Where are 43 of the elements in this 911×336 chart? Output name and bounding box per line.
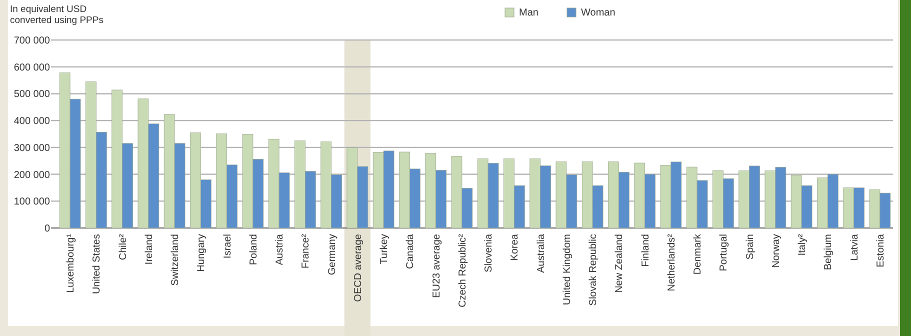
x-tick-label: Czech Republic² bbox=[457, 233, 468, 308]
x-tick-label: Netherlands² bbox=[666, 233, 678, 292]
x-tick-label: Slovenia bbox=[484, 234, 495, 272]
x-tick-label: New Zealand bbox=[614, 234, 626, 293]
y-tick-label: 700 000 bbox=[14, 36, 50, 46]
y-tick-label: 200 000 bbox=[14, 170, 50, 181]
x-tick-label: Korea bbox=[510, 234, 521, 261]
x-tick-label: Portugal bbox=[718, 234, 730, 272]
x-tick-label: France² bbox=[300, 233, 312, 268]
x-tick-label: Spain bbox=[744, 234, 756, 260]
x-tick-label: Australia bbox=[536, 234, 547, 273]
x-tick-label: Norway bbox=[770, 234, 782, 268]
x-tick-label: Austria bbox=[274, 234, 286, 266]
y-tick-label: 300 000 bbox=[14, 142, 50, 154]
x-tick-label: Poland bbox=[248, 234, 260, 266]
legend-label: Woman bbox=[581, 8, 616, 18]
x-tick-label: Estonia bbox=[875, 234, 886, 268]
y-tick-label: 400 000 bbox=[14, 116, 50, 128]
x-tick-label: Turkey bbox=[379, 234, 390, 264]
x-tick-label: Denmark bbox=[692, 233, 704, 275]
y-tick-label: 100 000 bbox=[14, 196, 50, 208]
x-tick-label: United States bbox=[92, 234, 103, 294]
x-tick-label: Italy² bbox=[797, 233, 808, 256]
y-tick-label: 600 000 bbox=[14, 62, 50, 74]
y-tick-label: 500 000 bbox=[14, 89, 50, 100]
x-tick-label: Canada bbox=[405, 234, 416, 270]
x-tick-label: EU23 average bbox=[431, 234, 442, 298]
x-tick-label: Latvia bbox=[849, 234, 860, 261]
x-tick-label: Finland bbox=[640, 234, 652, 267]
x-tick-label: Slovak Republic bbox=[588, 234, 600, 306]
x-tick-label: OECD average bbox=[352, 234, 364, 302]
x-tick-label: Switzerland bbox=[170, 234, 182, 286]
x-tick-label: Israel bbox=[222, 234, 234, 258]
x-tick-label: Hungary bbox=[196, 234, 208, 272]
y-axis-title: In equivalent USD converted using PPPs bbox=[10, 4, 104, 26]
x-tick-label: Belgium bbox=[823, 234, 834, 270]
x-tick-label: Chile² bbox=[118, 233, 129, 260]
x-tick-label: Ireland bbox=[144, 234, 155, 265]
x-tick-label: Germany bbox=[326, 234, 338, 276]
y-tick-label: 0 bbox=[44, 224, 50, 234]
x-tick-label: United Kingdom bbox=[562, 234, 573, 306]
legend-label: Man bbox=[519, 8, 538, 18]
x-tick-label: Luxembourg¹ bbox=[66, 233, 77, 293]
